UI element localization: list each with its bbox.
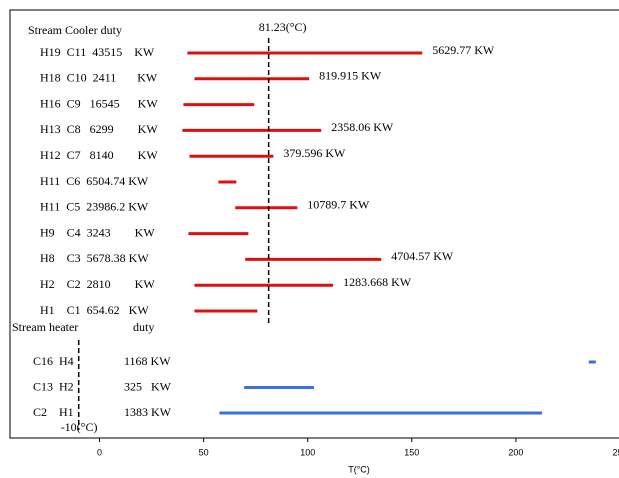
- x-tick-label: 100: [300, 447, 315, 457]
- range-annotation: 1283.668 KW: [343, 275, 412, 289]
- range-annotation: 10789.7 KW: [307, 198, 370, 212]
- row-label: H19 C11 43515 KW: [40, 45, 155, 59]
- plot-frame: [9, 9, 619, 439]
- x-tick-label: 200: [508, 447, 523, 457]
- row-label: H18 C10 2411 KW: [40, 71, 158, 85]
- row-label: H13 C8 6299 KW: [40, 122, 158, 136]
- row-label: C16 H4: [33, 354, 74, 368]
- row-label: H2 C2 2810 KW: [40, 277, 155, 291]
- range-annotation: 5629.77 KW: [432, 43, 495, 57]
- range-annotation: 379.596 KW: [283, 146, 346, 160]
- group-subtitle: duty: [133, 320, 154, 334]
- reference-label: -10(°C): [61, 420, 98, 434]
- row-label: H1 C1 654.62 KW: [40, 303, 149, 317]
- row-duty: 1168 KW: [124, 354, 171, 368]
- row-label: H8 C3 5678.38 KW: [40, 251, 149, 265]
- row-label: C13 H2: [33, 379, 74, 393]
- row-label: C2 H1: [33, 405, 74, 419]
- row-label: H16 C9 16545 KW: [40, 96, 158, 110]
- x-tick-label: 0: [97, 447, 102, 457]
- reference-label: 81.23(°C): [259, 20, 307, 34]
- range-annotation: 819.915 KW: [319, 69, 382, 83]
- row-duty: 325 KW: [124, 379, 172, 393]
- x-tick-label: 150: [404, 447, 419, 457]
- x-axis-label: T(°C): [348, 464, 370, 474]
- row-duty: 1383 KW: [124, 405, 172, 419]
- x-tick-label: 250: [612, 447, 619, 457]
- row-label: H11 C5 23986.2 KW: [40, 200, 149, 214]
- row-label: H12 C7 8140 KW: [40, 148, 158, 162]
- range-annotation: 2358.06 KW: [331, 120, 394, 134]
- group-title: Stream Cooler duty: [28, 23, 122, 37]
- x-tick-label: 50: [199, 447, 209, 457]
- range-annotation: 4704.57 KW: [391, 249, 454, 263]
- row-label: H9 C4 3243 KW: [40, 225, 155, 239]
- group-title: Stream heater: [12, 320, 78, 334]
- row-label: H11 C6 6504.74 KW: [40, 174, 149, 188]
